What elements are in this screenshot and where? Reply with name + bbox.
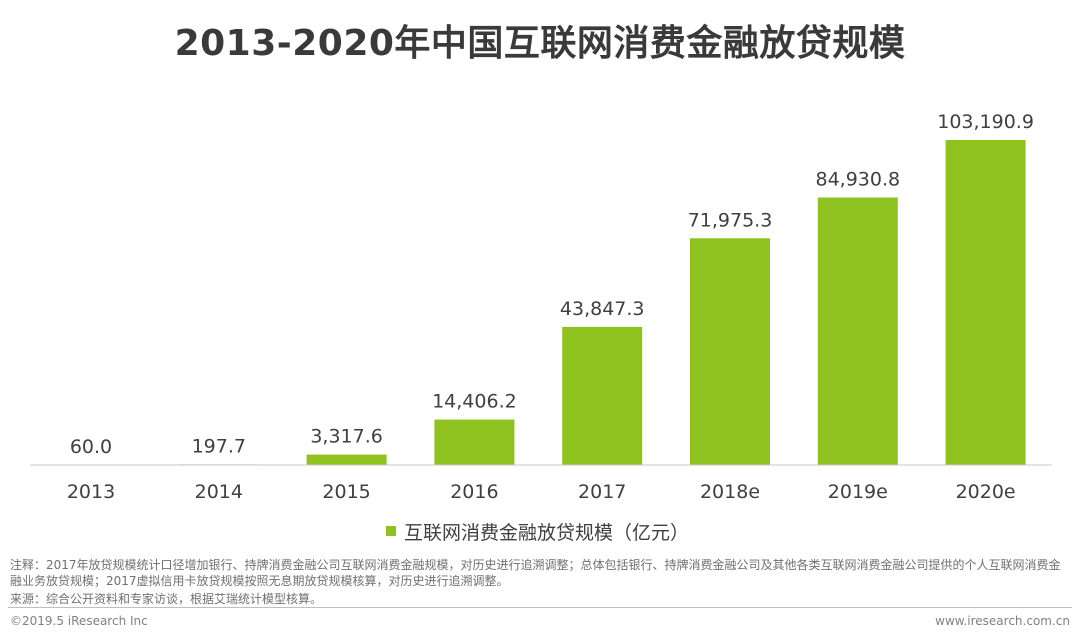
x-tick-2017: 2017 xyxy=(578,481,626,503)
footer-divider xyxy=(8,607,1072,608)
bar-2017 xyxy=(562,326,643,465)
legend: 互联网消费金融放贷规模（亿元） xyxy=(386,518,689,544)
source-note: 来源：综合公开资料和专家访谈，根据艾瑞统计模型核算。 xyxy=(10,592,323,606)
bar-2018e xyxy=(690,238,770,465)
footnote: 注释：2017年放贷规模统计口径增加银行、持牌消费金融公司互联网消费金融规模，对… xyxy=(10,558,1061,588)
x-tick-labels-group: 2013 2014 2015 2016 2017 2018e 2019e 2020e xyxy=(67,481,1016,503)
value-labels-group: 60.0 197.7 3,317.6 14,406.2 43,847.3 71,975.3… xyxy=(70,111,1034,458)
value-label-2013: 60.0 xyxy=(70,436,112,458)
bar-2016 xyxy=(434,419,515,465)
legend-label: 互联网消费金融放贷规模（亿元） xyxy=(404,521,690,544)
x-tick-2016: 2016 xyxy=(450,481,498,503)
website: www.iresearch.com.cn xyxy=(935,614,1070,628)
x-tick-2014: 2014 xyxy=(195,481,243,503)
value-label-2015: 3,317.6 xyxy=(310,426,383,448)
x-tick-2015: 2015 xyxy=(322,481,370,503)
legend-swatch xyxy=(386,526,396,536)
x-tick-2020e: 2020e xyxy=(956,481,1016,503)
x-tick-2013: 2013 xyxy=(67,481,115,503)
value-label-2020e: 103,190.9 xyxy=(937,111,1034,133)
bar-2015 xyxy=(306,454,387,465)
value-label-2014: 197.7 xyxy=(192,435,246,457)
value-label-2018e: 71,975.3 xyxy=(688,209,773,231)
value-label-2017: 43,847.3 xyxy=(560,298,645,320)
value-label-2019e: 84,930.8 xyxy=(815,169,900,191)
chart-title: 2013-2020年中国互联网消费金融放贷规模 xyxy=(174,23,906,64)
bar-2020e xyxy=(945,140,1026,465)
bar-2019e xyxy=(817,197,898,465)
bars-group xyxy=(51,140,1026,465)
value-label-2016: 14,406.2 xyxy=(432,391,517,413)
x-tick-2018e: 2018e xyxy=(700,481,760,503)
x-tick-2019e: 2019e xyxy=(828,481,888,503)
copyright: ©2019.5 iResearch Inc xyxy=(10,614,148,628)
